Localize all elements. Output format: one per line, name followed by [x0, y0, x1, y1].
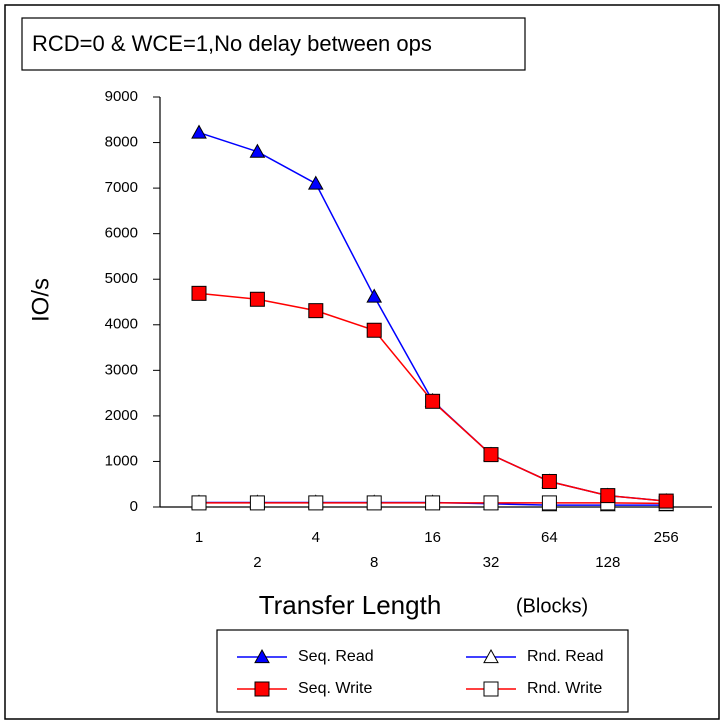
legend-label: Seq. Write [298, 680, 373, 697]
y-tick-label: 3000 [105, 361, 138, 378]
data-point [249, 291, 265, 307]
x-axis-unit: (Blocks) [516, 595, 588, 617]
y-axis-title: IO/s [27, 278, 54, 322]
data-point [307, 175, 324, 190]
x-tick-label: 1 [195, 529, 203, 546]
legend-marker [483, 648, 499, 664]
y-tick-label: 5000 [105, 270, 138, 287]
x-tick-label: 8 [370, 554, 378, 571]
data-point [249, 495, 265, 511]
y-tick-label: 8000 [105, 134, 138, 151]
y-tick-label: 7000 [105, 179, 138, 196]
y-tick-label: 6000 [105, 225, 138, 242]
title-box [21, 17, 526, 71]
x-tick-label: 32 [483, 554, 500, 571]
y-tick-label: 0 [130, 498, 138, 515]
data-point [658, 493, 674, 509]
x-axis-title: Transfer Length [259, 590, 442, 620]
x-tick-label: 2 [253, 554, 261, 571]
y-tick-label: 9000 [105, 88, 138, 105]
chart-title: RCD=0 & WCE=1,No delay between ops [32, 31, 432, 56]
data-point [541, 495, 557, 511]
data-point [191, 495, 207, 511]
legend-label: Rnd. Read [527, 648, 604, 665]
data-point [366, 495, 382, 511]
data-point [366, 322, 382, 338]
y-tick-label: 1000 [105, 452, 138, 469]
x-tick-label: 256 [654, 529, 679, 546]
x-tick-label: 16 [424, 529, 441, 546]
frame [4, 4, 720, 720]
legend-marker [483, 681, 499, 697]
series-line [198, 131, 667, 502]
data-point [308, 495, 324, 511]
legend-label: Rnd. Write [527, 680, 602, 697]
data-point [483, 447, 499, 463]
data-point [366, 288, 383, 303]
data-point [541, 473, 557, 489]
y-tick-label: 4000 [105, 316, 138, 333]
y-tick-label: 2000 [105, 407, 138, 424]
legend [216, 629, 629, 713]
legend-label: Seq. Read [298, 648, 374, 665]
x-tick-label: 128 [595, 554, 620, 571]
legend-marker [254, 681, 270, 697]
data-point [308, 303, 324, 319]
data-point [191, 124, 207, 139]
data-point [425, 495, 441, 511]
x-tick-label: 64 [541, 529, 558, 546]
data-point [425, 393, 441, 409]
data-point [249, 143, 266, 158]
data-point [191, 285, 207, 301]
data-point [600, 488, 616, 504]
x-tick-label: 4 [312, 529, 320, 546]
legend-marker [254, 648, 270, 664]
data-point [483, 495, 499, 511]
